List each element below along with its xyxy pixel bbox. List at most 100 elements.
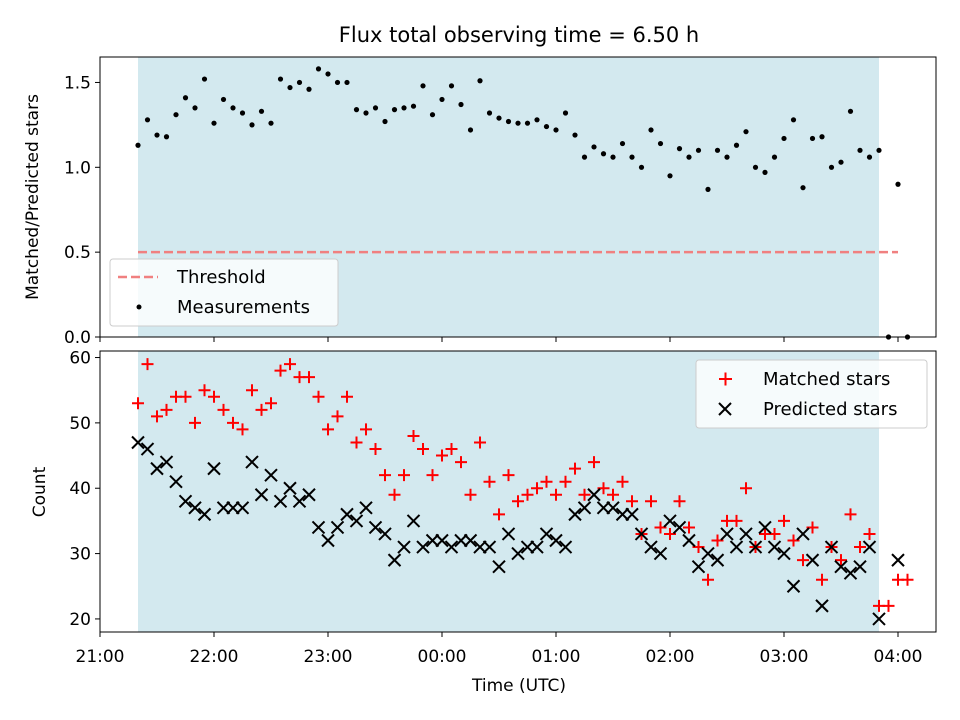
matched-star-point bbox=[854, 541, 866, 554]
predicted-star-point bbox=[596, 501, 611, 515]
matched-star-point bbox=[645, 495, 657, 508]
predicted-star-point bbox=[625, 507, 639, 522]
matched-star-point bbox=[597, 482, 610, 495]
ratio-legend-box bbox=[109, 258, 339, 327]
count-legend-box bbox=[695, 359, 928, 429]
y-tick-label: 1.5 bbox=[64, 73, 91, 93]
matched-star-point bbox=[483, 475, 496, 488]
measurement-point bbox=[230, 105, 236, 111]
measurement-point bbox=[600, 151, 607, 157]
predicted-star-point bbox=[321, 533, 335, 548]
predicted-star-point bbox=[672, 520, 687, 535]
matched-star-point bbox=[559, 475, 572, 488]
count-y-axis-label: Count bbox=[30, 466, 50, 517]
measurement-point bbox=[733, 142, 740, 148]
legend-matched-label: Matched stars bbox=[763, 369, 890, 390]
matched-star-point bbox=[417, 443, 429, 456]
ratio-y-ticks: 0.0 0.5 1.0 1.5 bbox=[64, 73, 100, 348]
matched-star-point bbox=[217, 403, 230, 416]
ratio-panel: 0.0 0.5 1.0 1.5 Flux total observing time =… bbox=[23, 23, 937, 348]
predicted-star-point bbox=[843, 566, 858, 580]
matched-star-point bbox=[540, 475, 553, 488]
predicted-star-point bbox=[273, 494, 288, 509]
matched-star-point bbox=[626, 495, 638, 508]
measurement-point bbox=[591, 144, 597, 150]
count-panel-frame bbox=[99, 350, 937, 633]
measurement-point bbox=[629, 154, 635, 160]
predicted-star-point bbox=[226, 501, 240, 515]
matched-star-point bbox=[569, 462, 581, 475]
measurement-point bbox=[144, 117, 151, 123]
measurement-point bbox=[287, 84, 293, 91]
measurement-point bbox=[154, 132, 160, 138]
measurement-point bbox=[819, 134, 825, 140]
legend-measurements-label: Measurements bbox=[177, 297, 310, 318]
measurement-point bbox=[486, 110, 493, 116]
predicted-star-point bbox=[368, 520, 383, 535]
measurement-point bbox=[353, 107, 360, 113]
measurement-point bbox=[857, 147, 863, 153]
matched-star-point bbox=[493, 508, 505, 521]
y-tick-label: 50 bbox=[69, 414, 91, 434]
matched-star-point bbox=[179, 390, 192, 403]
measurement-point bbox=[619, 140, 626, 147]
predicted-star-point bbox=[634, 527, 649, 541]
measurement-point bbox=[866, 154, 873, 160]
matched-star-point bbox=[607, 488, 619, 501]
measurement-point bbox=[876, 147, 882, 153]
predicted-star-point bbox=[131, 435, 145, 450]
measurement-point bbox=[220, 96, 227, 103]
x-tick-label: 03:00 bbox=[760, 647, 809, 667]
measurement-point bbox=[752, 164, 759, 170]
predicted-star-point bbox=[340, 507, 354, 522]
matched-star-point bbox=[445, 443, 458, 456]
x-tick-label: 00:00 bbox=[418, 647, 467, 667]
matched-star-point bbox=[464, 488, 477, 501]
legend-predicted-swatch bbox=[718, 402, 732, 416]
predicted-star-point bbox=[805, 553, 820, 567]
predicted-star-point bbox=[682, 533, 696, 548]
matched-star-point bbox=[816, 573, 828, 586]
matched-star-point bbox=[474, 436, 486, 449]
measurement-point bbox=[458, 101, 464, 108]
matched-star-point bbox=[312, 390, 325, 403]
matched-star-point bbox=[360, 423, 372, 436]
predicted-star-point bbox=[777, 546, 791, 561]
matched-star-point bbox=[863, 527, 876, 540]
count-y-ticks: 20 30 40 50 60 bbox=[69, 349, 100, 630]
measurement-point bbox=[334, 79, 341, 86]
matched-star-point bbox=[588, 456, 600, 469]
predicted-star-point bbox=[891, 553, 905, 567]
x-tick-label: 02:00 bbox=[646, 647, 695, 667]
predicted-star-point bbox=[140, 442, 155, 456]
matched-star-point bbox=[426, 469, 439, 482]
measurement-point bbox=[610, 154, 616, 160]
predicted-star-point bbox=[558, 540, 573, 554]
predicted-star-point bbox=[188, 501, 202, 515]
predicted-star-point bbox=[330, 520, 345, 535]
measurement-point bbox=[268, 120, 274, 126]
y-tick-label: 0.0 bbox=[64, 328, 91, 348]
predicted-star-point bbox=[397, 540, 411, 554]
measurement-point bbox=[192, 105, 198, 111]
measurement-point bbox=[800, 185, 806, 191]
measurement-point bbox=[249, 122, 255, 128]
predicted-star-point bbox=[511, 546, 525, 561]
predicted-star-point bbox=[663, 514, 677, 528]
measurement-point bbox=[828, 164, 835, 170]
predicted-star-point bbox=[824, 540, 839, 554]
predicted-star-point bbox=[425, 533, 440, 548]
measurement-point bbox=[648, 127, 654, 133]
measurement-point bbox=[448, 83, 455, 89]
predicted-star-point bbox=[473, 540, 487, 554]
matched-star-point bbox=[274, 364, 287, 377]
measurement-point bbox=[306, 86, 312, 92]
y-tick-label: 60 bbox=[69, 349, 91, 369]
predicted-star-point bbox=[739, 527, 753, 541]
matched-star-point bbox=[778, 514, 790, 527]
matched-star-point bbox=[303, 371, 315, 384]
matched-star-point bbox=[236, 423, 249, 436]
measurement-point bbox=[534, 117, 540, 123]
matched-star-point bbox=[683, 521, 695, 534]
